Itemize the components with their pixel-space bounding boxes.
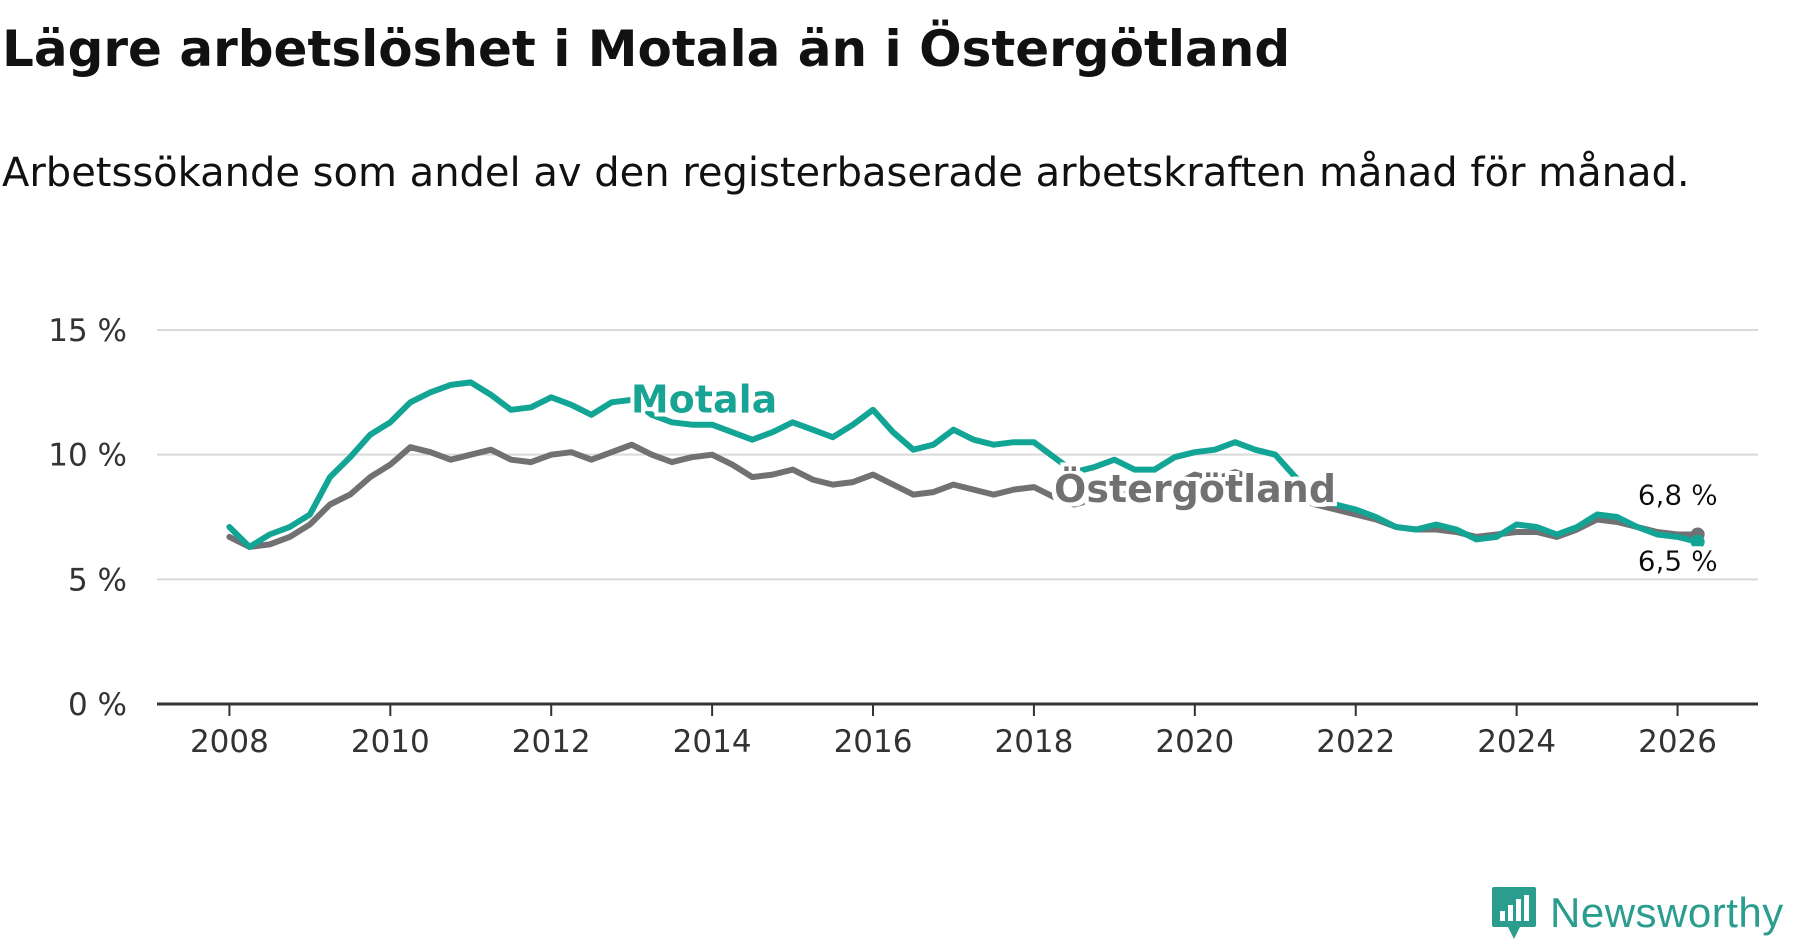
newsworthy-logo-icon (1492, 887, 1536, 939)
x-tick-label: 2018 (994, 724, 1073, 760)
x-tick-label: 2008 (190, 724, 269, 760)
end-label-motala: 6,5 % (1638, 545, 1718, 578)
x-tick-label: 2022 (1316, 724, 1395, 760)
series-label-ostergotland: Östergötland (1054, 467, 1336, 511)
series-label-motala: Motala (631, 377, 777, 421)
end-label-ostergotland: 6,8 % (1638, 479, 1718, 512)
x-tick-label: 2020 (1155, 724, 1234, 760)
chart-subtitle: Arbetssökande som andel av den registerb… (2, 150, 1690, 196)
axis-layer: 0 % 5 % 10 % 15 % 2008 2010 2012 2014 2016 2018 20… (48, 313, 1758, 760)
x-tick-label: 2014 (673, 724, 752, 760)
series-line-motala (226, 379, 1701, 550)
grid-layer (157, 329, 1758, 581)
x-tick-label: 2016 (834, 724, 913, 760)
y-tick-label: 5 % (68, 562, 127, 598)
newsworthy-logo: Newsworthy (1490, 885, 1784, 941)
brand-name: Newsworthy (1550, 889, 1784, 936)
chart-title: Lägre arbetslöshet i Motala än i Östergö… (2, 20, 1291, 78)
x-tick-label: 2012 (512, 724, 591, 760)
label-layer: Motala Östergötland 6,8 % 6,5 % (631, 377, 1718, 577)
series-line-ostergotland (226, 441, 1701, 550)
series-endpoint-motala (1690, 534, 1705, 549)
x-tick-label: 2026 (1638, 724, 1717, 760)
x-tick-label: 2010 (351, 724, 430, 760)
y-tick-label: 15 % (48, 313, 127, 349)
y-tick-label: 0 % (68, 687, 127, 723)
series-layer (226, 379, 1705, 550)
y-tick-label: 10 % (48, 438, 127, 474)
x-tick-label: 2024 (1477, 724, 1556, 760)
